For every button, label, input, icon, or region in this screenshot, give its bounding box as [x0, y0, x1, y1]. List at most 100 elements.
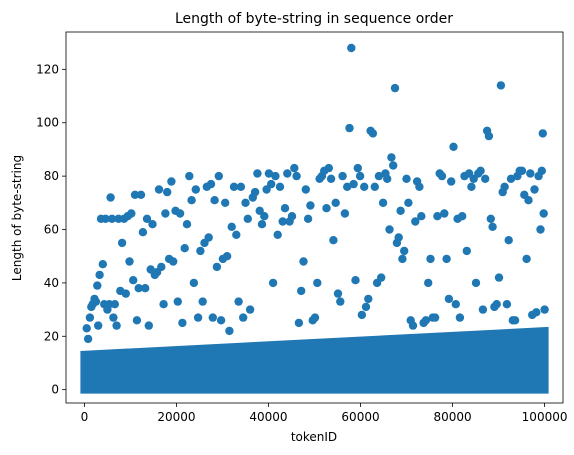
data-point: [539, 209, 548, 218]
data-point: [95, 270, 104, 280]
data-point: [492, 300, 501, 309]
data-point: [396, 206, 405, 215]
data-point: [110, 300, 120, 309]
data-point: [204, 233, 213, 242]
data-point: [488, 222, 497, 231]
data-point: [130, 190, 140, 199]
data-point: [268, 278, 278, 288]
data-point: [390, 83, 400, 93]
data-point: [430, 313, 440, 322]
data-point: [351, 276, 360, 285]
data-point: [129, 276, 138, 285]
data-point: [387, 153, 396, 162]
y-tick-label: 20: [44, 329, 59, 343]
data-point: [400, 246, 409, 256]
data-point: [471, 278, 481, 288]
x-axis-label: tokenID: [291, 430, 337, 444]
data-point: [134, 284, 143, 293]
y-tick-label: 0: [51, 383, 59, 397]
data-point: [227, 222, 236, 231]
data-point: [157, 262, 166, 272]
x-tick-label: 60000: [341, 410, 379, 424]
x-tick-label: 20000: [157, 410, 195, 424]
data-point: [287, 212, 297, 221]
data-point: [121, 289, 130, 298]
data-point: [191, 185, 200, 194]
data-point: [532, 308, 541, 317]
data-point: [187, 196, 196, 205]
data-point: [127, 209, 136, 218]
y-tick-label: 60: [44, 223, 59, 237]
data-point: [142, 214, 152, 223]
data-point: [444, 294, 454, 304]
data-point: [451, 300, 460, 309]
x-tick-label: 40000: [249, 410, 287, 424]
data-point: [502, 300, 512, 309]
data-point: [333, 289, 343, 298]
data-point: [437, 171, 447, 181]
data-point: [347, 43, 356, 53]
data-point: [364, 294, 373, 304]
data-point: [229, 182, 239, 191]
data-point: [154, 185, 164, 194]
data-point: [94, 321, 103, 330]
data-point: [524, 196, 533, 205]
data-point: [496, 81, 506, 90]
data-point: [292, 171, 301, 181]
data-point: [458, 212, 467, 221]
data-point: [383, 174, 392, 183]
data-point: [232, 230, 241, 239]
data-point: [442, 254, 451, 264]
x-axis-ticks: 0 20000 40000 60000 80000 100000: [81, 403, 567, 424]
data-point: [536, 225, 545, 234]
data-point: [398, 254, 407, 264]
data-point: [85, 313, 95, 322]
data-point: [374, 171, 384, 181]
y-axis-ticks: 0 20 40 60 80 100 120: [36, 62, 66, 397]
data-point: [336, 297, 345, 306]
data-point: [322, 204, 331, 213]
data-point: [173, 297, 182, 306]
data-points-layer: [82, 43, 549, 344]
data-point: [526, 169, 535, 178]
data-point: [180, 244, 189, 253]
data-point: [370, 182, 379, 191]
data-point: [361, 302, 371, 312]
data-point: [107, 214, 117, 223]
data-point: [324, 163, 333, 173]
data-point: [294, 318, 304, 328]
data-point: [449, 142, 458, 151]
data-point: [421, 316, 431, 325]
data-point: [138, 228, 148, 237]
data-point: [537, 166, 546, 175]
data-point: [241, 198, 250, 207]
data-point: [297, 286, 306, 296]
data-point: [222, 252, 232, 261]
data-point: [169, 257, 178, 266]
data-point: [283, 169, 292, 178]
data-point: [326, 174, 336, 183]
data-point: [331, 198, 340, 207]
data-point: [538, 129, 547, 138]
data-point: [345, 123, 354, 133]
data-point: [189, 278, 199, 288]
data-point: [301, 185, 310, 194]
data-point: [185, 171, 194, 181]
data-point: [404, 198, 413, 207]
data-point: [340, 209, 350, 218]
data-point: [357, 310, 367, 320]
data-point: [280, 204, 290, 213]
data-point: [167, 177, 176, 186]
data-point: [517, 166, 527, 175]
data-point: [253, 169, 262, 178]
data-point: [424, 278, 433, 288]
data-point: [522, 254, 531, 264]
data-point: [136, 190, 146, 199]
data-point: [360, 182, 369, 191]
data-point: [234, 297, 243, 306]
data-point: [310, 313, 320, 322]
data-point: [329, 236, 338, 245]
data-point: [206, 179, 216, 189]
x-tick-label: 0: [81, 410, 89, 424]
